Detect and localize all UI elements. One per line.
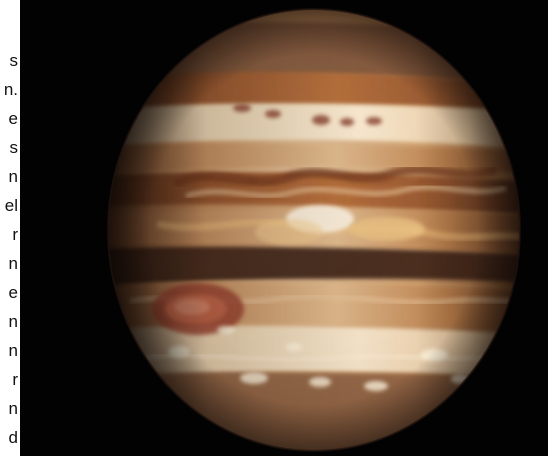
text-line: n. [3, 80, 18, 99]
text-line: el [4, 196, 18, 215]
jupiter-photo [20, 0, 548, 456]
cropped-article-text: s n. e s n el r n e n n r n d [0, 0, 20, 456]
text-line: r [12, 225, 18, 244]
text-line: n [8, 167, 18, 186]
text-line: e [8, 109, 18, 128]
text-line: s [9, 51, 19, 70]
text-line: n [8, 254, 18, 273]
text-line: d [8, 428, 18, 447]
jupiter-illustration [20, 0, 548, 456]
text-line: e [8, 283, 18, 302]
text-line: r [12, 370, 18, 389]
text-line: n [8, 399, 18, 418]
text-line: n [8, 312, 18, 331]
text-line: s [9, 138, 19, 157]
text-line: n [8, 341, 18, 360]
